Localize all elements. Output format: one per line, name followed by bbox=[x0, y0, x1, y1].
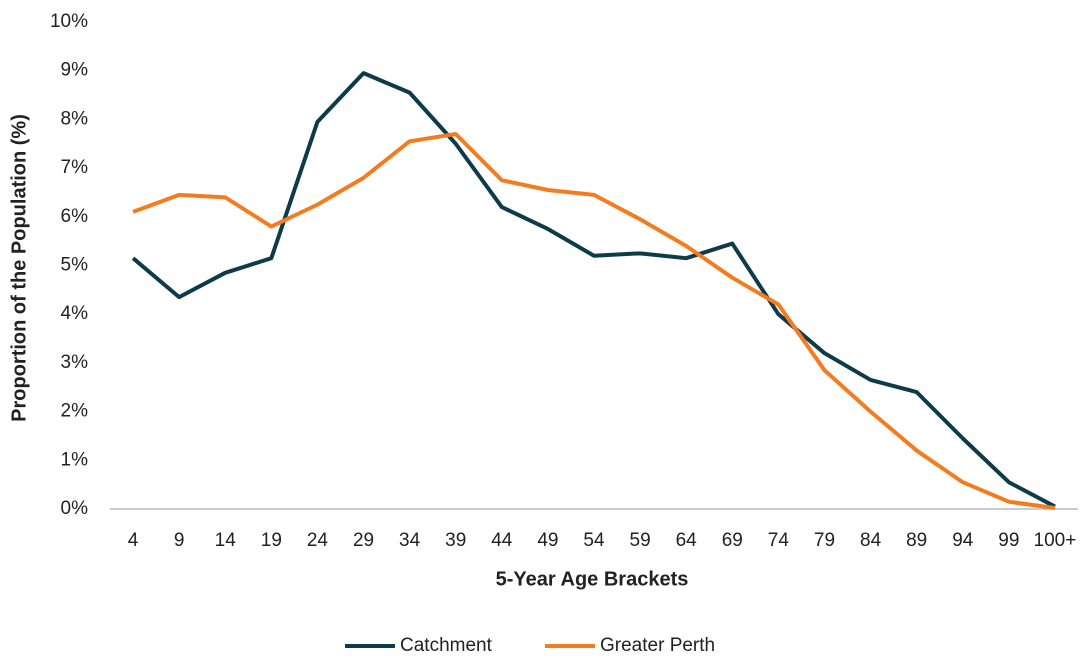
x-tick-label: 64 bbox=[676, 530, 698, 551]
x-tick-label: 99 bbox=[998, 530, 1019, 551]
x-tick-label: 24 bbox=[307, 530, 329, 551]
y-tick-label: 1% bbox=[61, 449, 89, 470]
x-tick-label: 89 bbox=[906, 530, 927, 551]
x-tick-label: 59 bbox=[630, 530, 651, 551]
x-tick-label: 44 bbox=[491, 530, 513, 551]
x-tick-label: 9 bbox=[174, 530, 185, 551]
legend-label: Greater Perth bbox=[600, 635, 715, 656]
x-tick-label: 84 bbox=[860, 530, 882, 551]
y-tick-label: 3% bbox=[61, 352, 89, 373]
y-tick-label: 2% bbox=[61, 401, 89, 422]
x-tick-label: 100+ bbox=[1034, 530, 1077, 551]
x-tick-label: 54 bbox=[583, 530, 605, 551]
y-tick-label: 10% bbox=[50, 11, 88, 32]
y-axis-title: Proportion of the Population (%) bbox=[8, 114, 30, 422]
y-tick-label: 7% bbox=[61, 157, 89, 178]
x-axis-title: 5-Year Age Brackets bbox=[496, 568, 689, 590]
line bbox=[131, 71, 1056, 509]
x-tick-label: 19 bbox=[261, 530, 282, 551]
y-tick-label: 9% bbox=[61, 60, 89, 81]
x-tick-label: 69 bbox=[722, 530, 743, 551]
x-tick-label: 4 bbox=[128, 530, 139, 551]
y-tick-label: 8% bbox=[61, 108, 89, 129]
y-tick-label: 0% bbox=[61, 498, 89, 519]
x-tick-label: 14 bbox=[215, 530, 237, 551]
x-tick-label: 39 bbox=[445, 530, 466, 551]
x-tick-label: 74 bbox=[768, 530, 790, 551]
y-tick-label: 6% bbox=[61, 206, 89, 227]
x-tick-label: 34 bbox=[399, 530, 421, 551]
y-tick-label: 5% bbox=[61, 255, 89, 276]
x-tick-label: 94 bbox=[952, 530, 974, 551]
x-tick-label: 79 bbox=[814, 530, 835, 551]
x-tick-label: 49 bbox=[537, 530, 558, 551]
line bbox=[132, 132, 1056, 511]
x-tick-label: 29 bbox=[353, 530, 374, 551]
y-tick-label: 4% bbox=[61, 303, 89, 324]
legend-label: Catchment bbox=[400, 635, 493, 656]
